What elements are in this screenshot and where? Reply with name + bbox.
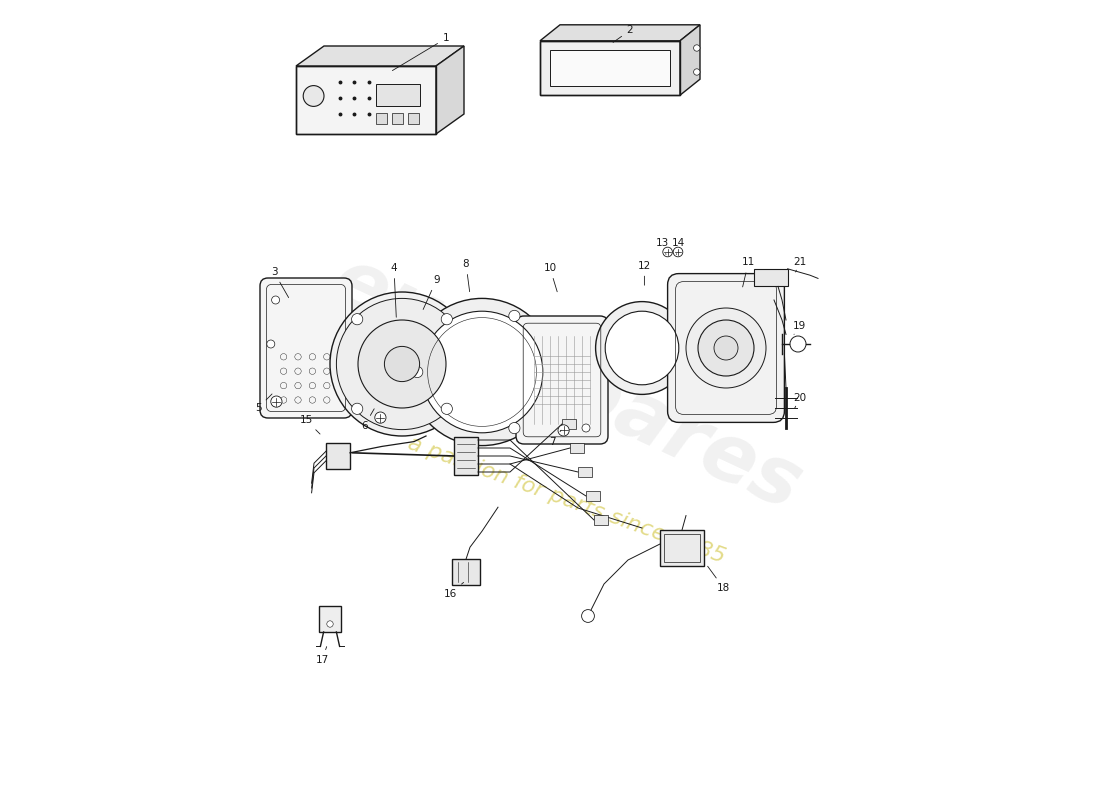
Text: 17: 17 [316,646,329,665]
Circle shape [714,336,738,360]
Circle shape [673,247,683,257]
Bar [570,443,584,453]
Text: 21: 21 [793,258,806,272]
Bar [594,515,608,525]
Circle shape [421,311,542,433]
Text: 8: 8 [463,259,470,292]
Circle shape [698,320,754,376]
Text: a passion for parts since 1985: a passion for parts since 1985 [405,433,727,567]
Bar [326,443,350,469]
Text: 6: 6 [361,409,374,430]
Circle shape [582,424,590,432]
Text: 18: 18 [707,566,730,593]
Polygon shape [436,46,464,134]
Circle shape [694,69,700,75]
Bar [586,491,601,501]
Text: 2: 2 [613,26,634,42]
Circle shape [304,86,324,106]
Bar [452,559,480,585]
Circle shape [411,366,422,378]
FancyBboxPatch shape [260,278,352,418]
Text: 12: 12 [638,261,651,286]
Text: 16: 16 [443,582,463,598]
Circle shape [352,403,363,414]
Circle shape [327,621,333,627]
FancyBboxPatch shape [668,274,784,422]
Circle shape [272,398,279,406]
Text: 3: 3 [271,267,288,298]
Text: 19: 19 [793,322,806,334]
Text: 13: 13 [656,238,669,254]
Bar [562,419,576,429]
Circle shape [330,292,474,436]
Bar [664,534,700,562]
Circle shape [441,403,452,414]
Bar [319,606,341,632]
Circle shape [352,314,363,325]
Circle shape [582,610,594,622]
Circle shape [558,425,569,436]
Bar [550,50,670,86]
Text: 20: 20 [793,394,806,408]
Circle shape [663,247,672,257]
Circle shape [441,314,452,325]
Polygon shape [540,25,700,41]
Circle shape [375,412,386,423]
Circle shape [790,336,806,352]
Circle shape [595,302,689,394]
Text: 5: 5 [255,394,272,413]
Circle shape [267,340,275,348]
Text: eurospares: eurospares [319,241,813,527]
Circle shape [605,311,679,385]
Circle shape [358,320,446,408]
Polygon shape [540,41,680,95]
Polygon shape [680,25,700,95]
Text: 11: 11 [741,258,755,287]
Bar [540,41,680,95]
Bar [454,437,478,475]
Text: 14: 14 [671,238,684,254]
Circle shape [694,45,700,51]
Bar [408,113,419,124]
Polygon shape [296,46,464,66]
Polygon shape [296,66,436,134]
Text: 15: 15 [299,415,320,434]
Circle shape [686,308,766,388]
Circle shape [509,310,520,322]
Text: 9: 9 [424,275,440,310]
Text: 4: 4 [390,263,397,318]
Bar [376,113,387,124]
Circle shape [509,422,520,434]
Bar [296,66,436,134]
Bar [754,269,788,286]
Bar [392,113,404,124]
Circle shape [272,296,279,304]
Circle shape [384,346,419,382]
Bar [578,467,593,477]
Circle shape [271,396,282,407]
FancyBboxPatch shape [516,316,608,444]
Bar [660,530,704,566]
Text: 7: 7 [549,430,561,446]
Text: 10: 10 [543,263,558,292]
Text: 1: 1 [393,34,449,70]
Circle shape [408,298,556,446]
Circle shape [337,298,468,430]
Bar [376,84,420,106]
